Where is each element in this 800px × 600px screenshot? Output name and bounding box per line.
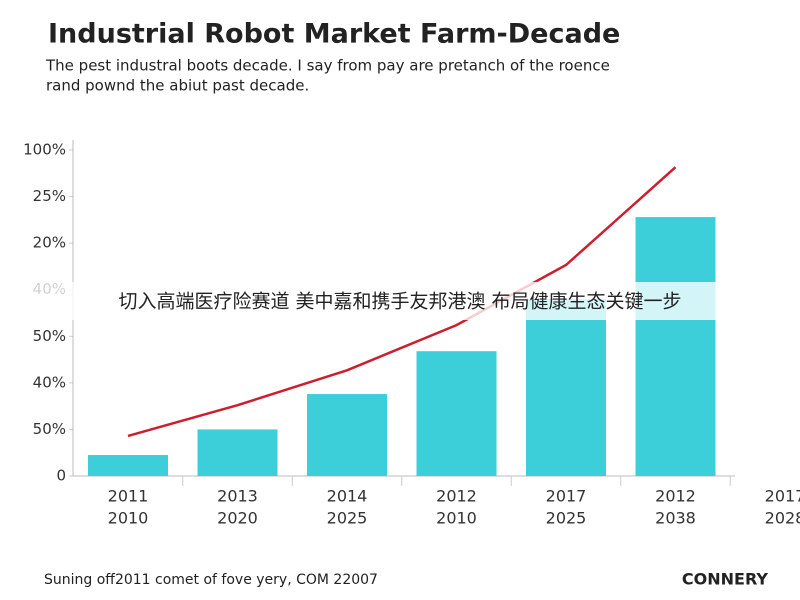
bar <box>88 455 168 476</box>
bar <box>416 351 497 476</box>
x-tick-label: 2012 <box>655 487 696 506</box>
x-tick-label: 2025 <box>546 509 587 528</box>
bar <box>526 299 606 476</box>
x-tick-label: 2028 <box>765 509 800 528</box>
brand: CONNERY <box>682 570 769 589</box>
x-tick-label: 2013 <box>217 487 258 506</box>
x-tick-label: 2038 <box>655 509 696 528</box>
chart-title: Industrial Robot Market Farm-Decade <box>48 19 620 50</box>
y-tick-label: 0 <box>56 467 66 485</box>
y-tick-label: 25% <box>33 187 66 205</box>
banner-background <box>0 282 800 320</box>
y-tick-label: 100% <box>23 141 66 159</box>
chart-subtitle: rand pownd the abiut past decade. <box>46 77 309 95</box>
x-tick-label: 2014 <box>327 487 368 506</box>
x-tick-label: 2010 <box>436 509 477 528</box>
y-tick-label: 50% <box>33 327 66 345</box>
chart-subtitle: The pest industral boots decade. I say f… <box>45 57 610 75</box>
x-tick-label: 2012 <box>436 487 477 506</box>
x-tick-label: 2011 <box>108 487 149 506</box>
banner-text: 切入高端医疗险赛道 美中嘉和携手友邦港澳 布局健康生态关键一步 <box>118 291 681 313</box>
y-tick-label: 20% <box>33 234 66 252</box>
footer-text: Suning off2011 comet of fove yery, COM 2… <box>44 572 378 588</box>
x-tick-label: 2020 <box>217 509 258 528</box>
trend-line <box>127 166 677 438</box>
y-tick-label: 50% <box>33 420 66 438</box>
bar <box>635 217 716 476</box>
x-tick-label: 2017 <box>765 487 800 506</box>
bar <box>197 429 278 476</box>
x-tick-label: 2010 <box>108 509 149 528</box>
x-tick-label: 2025 <box>327 509 368 528</box>
bar <box>307 394 387 476</box>
y-tick-label: 40% <box>33 373 66 391</box>
x-tick-label: 2017 <box>546 487 587 506</box>
plot-area: 050%40%50%40%20%25%100%20112010201320202… <box>23 140 800 528</box>
